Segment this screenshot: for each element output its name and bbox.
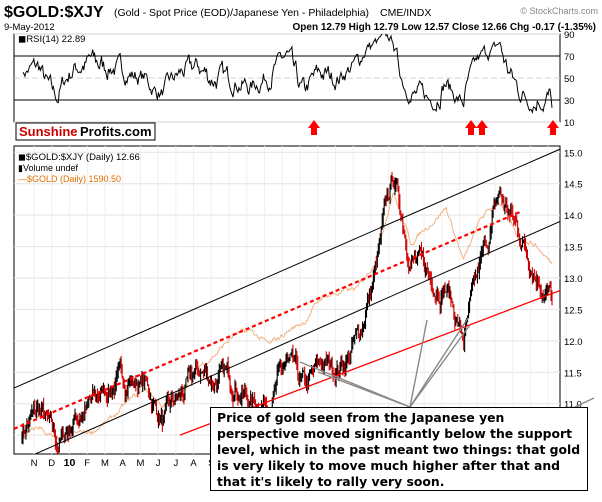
legend-volume: ▮Volume undef bbox=[18, 163, 78, 173]
gold-overlay-line bbox=[21, 192, 553, 442]
rsi-label: ◼RSI(14) 22.89 bbox=[18, 34, 85, 45]
price-tick-label: 11.0 bbox=[564, 400, 582, 411]
price-tick-label: 15.0 bbox=[564, 148, 583, 159]
callout-pointer bbox=[317, 371, 411, 408]
x-tick-label: J bbox=[156, 458, 161, 469]
rsi-label-text: RSI(14) 22.89 bbox=[26, 34, 85, 45]
price-tick-label: 11.5 bbox=[564, 368, 582, 379]
annotation-callout: Price of gold seen from the Japanese yen… bbox=[210, 407, 588, 491]
legend-price: ◼$GOLD:$XJY (Daily) 12.66 bbox=[18, 152, 140, 163]
legend-price-marker-icon: ◼ bbox=[18, 152, 26, 163]
chart-exchange: CME/INDX bbox=[380, 7, 431, 19]
dotted-trend-line bbox=[14, 210, 521, 430]
x-tick-label: J bbox=[173, 458, 178, 469]
rsi-marker-icon: ◼ bbox=[18, 34, 26, 45]
price-tick-label: 12.0 bbox=[564, 337, 583, 348]
price-tick-label: 13.5 bbox=[564, 243, 583, 254]
legend-gold-text: $GOLD (Daily) 1590.50 bbox=[27, 174, 121, 184]
oversold-arrow-icon bbox=[308, 120, 320, 135]
rsi-tick-label: 30 bbox=[564, 96, 575, 107]
x-tick-label: A bbox=[119, 458, 126, 469]
rsi-tick-label: 50 bbox=[564, 74, 575, 85]
callout-pointer bbox=[574, 397, 595, 408]
x-tick-label: M bbox=[136, 458, 144, 469]
x-tick-label: N bbox=[31, 458, 38, 469]
x-tick-label: 10 bbox=[64, 457, 76, 469]
brand-right: Profits.com bbox=[80, 124, 152, 139]
price-tick-label: 13.0 bbox=[564, 274, 583, 285]
rsi-tick-label: 70 bbox=[564, 52, 575, 63]
oversold-arrow-icon bbox=[476, 120, 488, 135]
rsi-panel: 90 70 50 30 10 ◼RSI(14) 22.89 bbox=[13, 30, 575, 135]
x-tick-label: D bbox=[48, 458, 55, 469]
price-tick-label: 12.5 bbox=[564, 305, 583, 316]
legend-gold-marker-icon: — bbox=[18, 174, 27, 184]
channel-middle-line bbox=[34, 220, 560, 454]
chart-description: (Gold - Spot Price (EOD)/Japanese Yen - … bbox=[114, 7, 369, 19]
brand-logo: Sunshine Profits.com bbox=[15, 122, 156, 141]
x-tick-label: F bbox=[84, 458, 90, 469]
price-panel: 15.014.514.013.513.012.512.011.511.010.5… bbox=[13, 145, 595, 469]
x-tick-label: M bbox=[101, 458, 109, 469]
brand-box bbox=[15, 122, 156, 141]
chart-credit: © StockCharts.com bbox=[520, 6, 598, 16]
rsi-tick-label: 90 bbox=[564, 30, 575, 41]
oversold-arrow-icon bbox=[465, 120, 477, 135]
rsi-line bbox=[22, 34, 553, 115]
callout-pointer bbox=[409, 317, 469, 408]
chart-date: 9-May-2012 bbox=[4, 22, 55, 33]
legend-volume-text: Volume undef bbox=[23, 163, 79, 173]
callout-pointer bbox=[409, 319, 428, 408]
chart-symbol: $GOLD:$XJY bbox=[4, 4, 104, 21]
chart-quote: Open 12.79 High 12.79 Low 12.57 Close 12… bbox=[293, 22, 596, 33]
price-tick-label: 14.5 bbox=[564, 180, 583, 191]
legend-price-text: $GOLD:$XJY (Daily) 12.66 bbox=[26, 152, 140, 163]
rsi-tick-label: 10 bbox=[564, 118, 575, 129]
x-tick-label: A bbox=[190, 458, 197, 469]
channel-upper-line bbox=[14, 148, 560, 389]
brand-left: Sunshine bbox=[19, 124, 78, 139]
legend-volume-marker-icon: ▮ bbox=[18, 163, 23, 173]
price-tick-label: 14.0 bbox=[564, 211, 583, 222]
oversold-arrow-icon bbox=[547, 120, 559, 135]
legend-gold: —$GOLD (Daily) 1590.50 bbox=[18, 174, 121, 184]
callout-pointer bbox=[409, 324, 471, 408]
